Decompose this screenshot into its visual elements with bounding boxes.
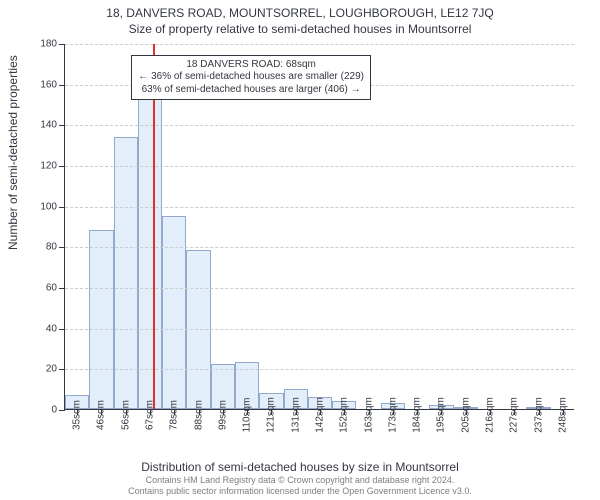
grid-line xyxy=(65,207,574,208)
x-tick-label: 184sqm xyxy=(412,397,423,433)
y-tick xyxy=(59,166,65,167)
x-tick-label: 131sqm xyxy=(290,397,301,433)
x-tick-label: 248sqm xyxy=(557,397,568,433)
annotation-line: 63% of semi-detached houses are larger (… xyxy=(138,84,364,97)
y-tick-label: 80 xyxy=(46,242,57,253)
grid-line xyxy=(65,125,574,126)
y-tick-label: 20 xyxy=(46,364,57,375)
y-tick-label: 140 xyxy=(40,120,57,131)
grid-line xyxy=(65,44,574,45)
x-tick-label: 173sqm xyxy=(387,397,398,433)
x-tick-label: 121sqm xyxy=(266,397,277,433)
histogram-bar xyxy=(89,230,113,409)
histogram-bar xyxy=(186,250,210,409)
grid-line xyxy=(65,166,574,167)
x-tick-label: 205sqm xyxy=(460,397,471,433)
y-tick xyxy=(59,247,65,248)
y-tick xyxy=(59,207,65,208)
x-tick-label: 78sqm xyxy=(169,400,180,430)
y-axis-label: Number of semi-detached properties xyxy=(6,55,20,250)
y-tick-label: 180 xyxy=(40,39,57,50)
grid-line xyxy=(65,329,574,330)
y-tick xyxy=(59,410,65,411)
x-tick-label: 46sqm xyxy=(96,400,107,430)
y-tick-label: 160 xyxy=(40,79,57,90)
footer-line-1: Contains HM Land Registry data © Crown c… xyxy=(0,475,600,486)
annotation-box: 18 DANVERS ROAD: 68sqm← 36% of semi-deta… xyxy=(131,55,371,101)
y-tick xyxy=(59,288,65,289)
x-tick-label: 88sqm xyxy=(193,400,204,430)
x-tick-label: 216sqm xyxy=(485,397,496,433)
x-tick-label: 56sqm xyxy=(120,400,131,430)
annotation-line: ← 36% of semi-detached houses are smalle… xyxy=(138,71,364,84)
y-tick-label: 120 xyxy=(40,161,57,172)
y-tick-label: 100 xyxy=(40,201,57,212)
annotation-line: 18 DANVERS ROAD: 68sqm xyxy=(138,59,364,72)
histogram-bar xyxy=(162,216,186,409)
x-tick-label: 142sqm xyxy=(315,397,326,433)
histogram-bar xyxy=(138,96,162,409)
grid-line xyxy=(65,369,574,370)
x-tick-label: 110sqm xyxy=(242,398,253,433)
y-tick-label: 40 xyxy=(46,323,57,334)
chart-plot-area: 02040608010012014016018035sqm46sqm56sqm6… xyxy=(64,44,574,410)
y-tick xyxy=(59,44,65,45)
footer-line-2: Contains public sector information licen… xyxy=(0,486,600,497)
x-tick-label: 35sqm xyxy=(72,400,83,430)
x-tick-label: 99sqm xyxy=(217,400,228,430)
y-tick xyxy=(59,369,65,370)
page-subtitle: Size of property relative to semi-detach… xyxy=(0,20,600,36)
x-tick-label: 237sqm xyxy=(533,397,544,433)
x-tick-label: 152sqm xyxy=(339,397,350,433)
x-axis-label: Distribution of semi-detached houses by … xyxy=(0,460,600,474)
page-root: 18, DANVERS ROAD, MOUNTSORREL, LOUGHBORO… xyxy=(0,0,600,500)
page-title: 18, DANVERS ROAD, MOUNTSORREL, LOUGHBORO… xyxy=(0,0,600,20)
x-tick-label: 163sqm xyxy=(363,397,374,433)
attribution-footer: Contains HM Land Registry data © Crown c… xyxy=(0,475,600,497)
y-tick xyxy=(59,125,65,126)
x-tick-label: 195sqm xyxy=(436,397,447,433)
grid-line xyxy=(65,247,574,248)
y-tick-label: 60 xyxy=(46,283,57,294)
y-tick xyxy=(59,85,65,86)
histogram-bar xyxy=(114,137,138,409)
y-tick-label: 0 xyxy=(51,405,57,416)
grid-line xyxy=(65,288,574,289)
x-tick-label: 227sqm xyxy=(509,397,520,433)
y-tick xyxy=(59,329,65,330)
